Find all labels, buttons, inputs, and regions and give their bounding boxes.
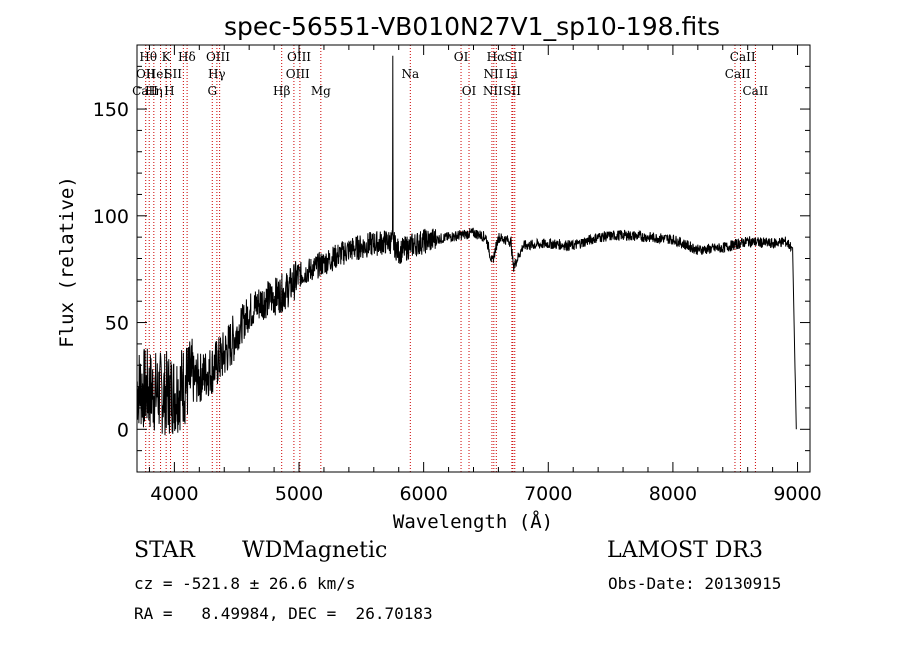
marker-label-25: NII [483,84,503,98]
marker-label-13: OIII [286,67,310,81]
coordinates: RA = 8.49984, DEC = 26.70183 [134,604,433,623]
marker-label-9: OII [136,67,156,81]
marker-label-16: Li [506,67,518,81]
x-tick-label-0: 4000 [150,483,198,505]
marker-label-7: SII [505,50,523,64]
survey-label: LAMOST DR3 [607,538,763,563]
obs-date: Obs-Date: 20130915 [608,574,782,593]
marker-label-1: K [162,50,172,64]
y-axis-ticks: 0 50 100 150 [93,65,810,452]
x-tick-label-2: 6000 [399,483,447,505]
marker-label-17: CaII [725,67,751,81]
x-tick-label-3: 7000 [524,483,572,505]
marker-label-15: NII [483,67,503,81]
marker-label-8: CaII [730,50,756,64]
marker-label-19: Hη [145,84,163,98]
x-axis-label: Wavelength (Å) [393,510,553,533]
marker-label-27: CaII [742,84,768,98]
redshift-info: cz = -521.8 ± 26.6 km/s [134,574,356,593]
y-axis-label: Flux (relative) [56,176,78,348]
marker-label-5: OI [454,50,469,64]
y-tick-label-3: 150 [93,99,129,121]
marker-label-12: Hγ [208,67,226,81]
object-subclass: WDMagnetic [242,538,388,563]
plot-frame [136,44,811,473]
marker-label-11: SII [164,67,182,81]
spectral-line-markers [145,45,756,472]
y-tick-label-1: 50 [105,313,129,335]
spectrum-line [136,55,797,436]
object-class: STAR [134,538,195,563]
marker-label-0: Hθ [139,50,157,64]
marker-label-21: G [207,84,217,98]
marker-label-24: OI [462,84,477,98]
marker-label-26: SII [503,84,521,98]
y-tick-label-0: 0 [117,419,129,441]
marker-label-2: Hδ [178,50,196,64]
chart-title: spec-56551-VB010N27V1_sp10-198.fits [224,12,720,41]
y-tick-label-2: 100 [93,206,129,228]
marker-label-6: Hα [487,50,506,64]
marker-label-14: Na [401,67,419,81]
marker-label-23: Mg [311,84,331,98]
x-tick-label-1: 5000 [275,483,323,505]
marker-label-22: Hβ [273,84,290,98]
marker-label-10: HeI [146,67,169,81]
marker-label-3: OIII [206,50,230,64]
x-axis-ticks: 4000 5000 6000 7000 8000 9000 [148,45,822,505]
marker-label-4: OIII [287,50,311,64]
x-tick-label-5: 9000 [773,483,821,505]
marker-label-20: H [164,84,174,98]
x-tick-label-4: 8000 [649,483,697,505]
